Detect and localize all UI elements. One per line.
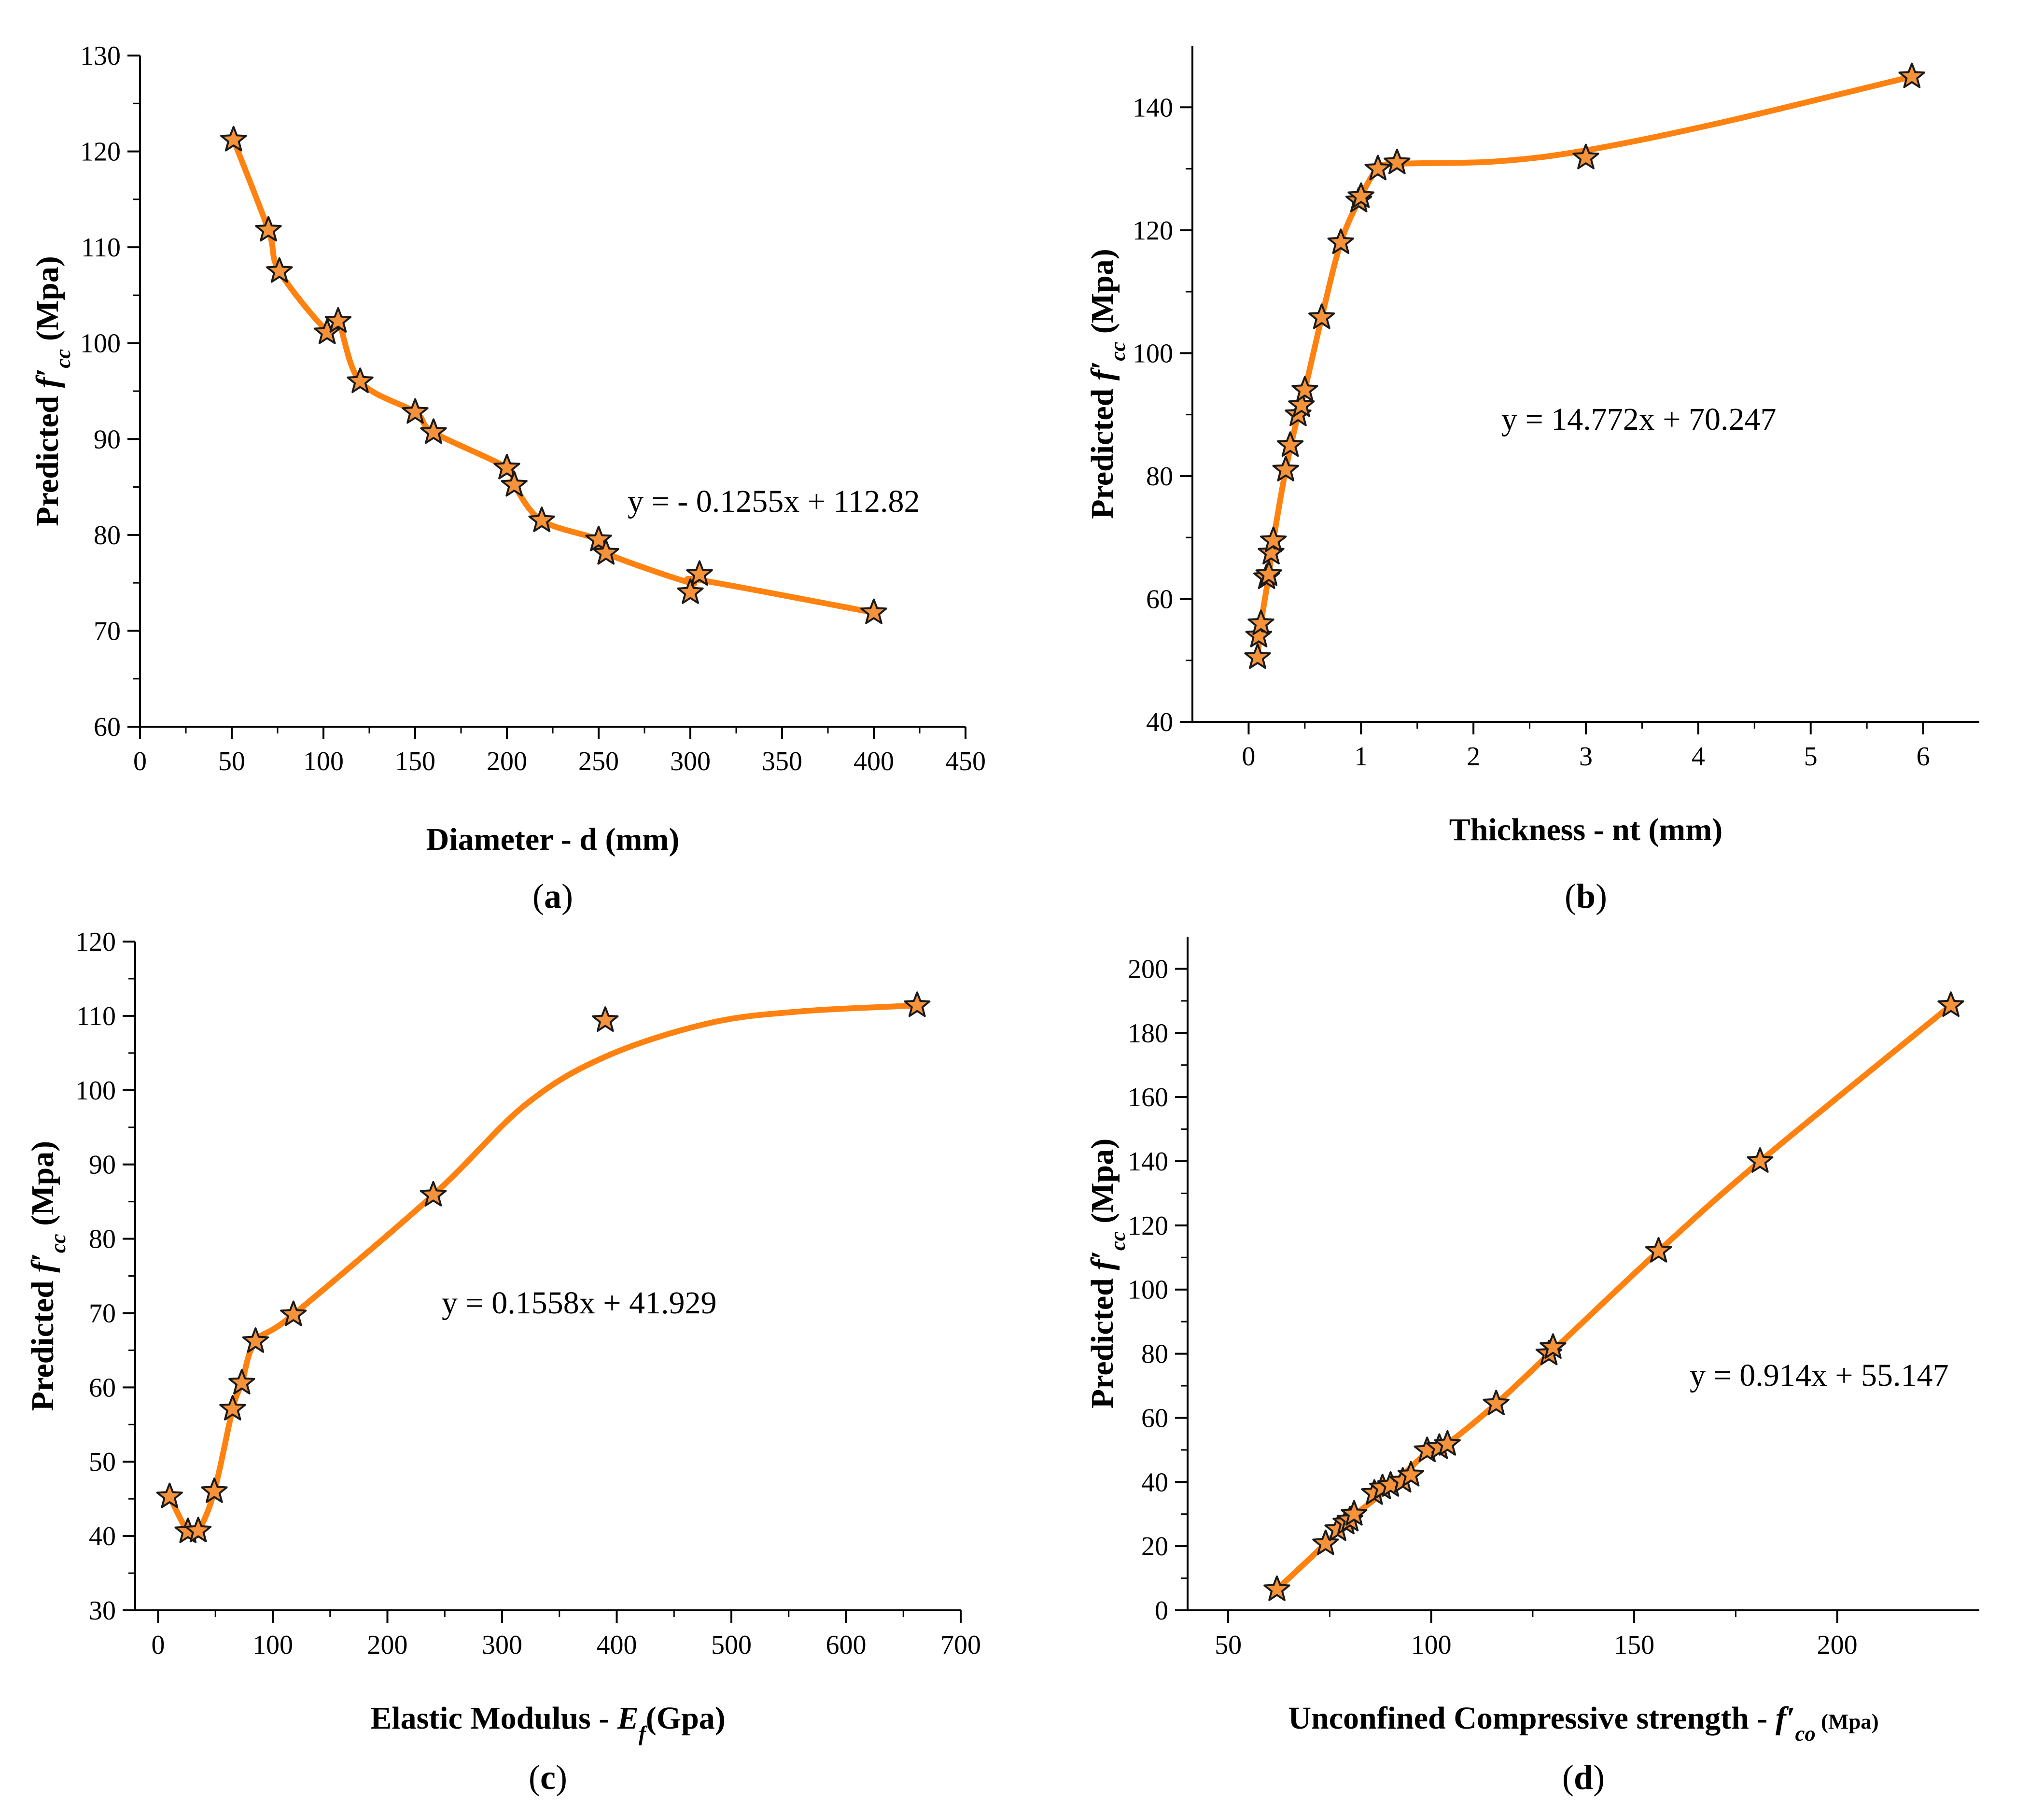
y-tick-label: 90 [89, 1150, 116, 1180]
trend-equation: y = 14.772x + 70.247 [1501, 402, 1776, 437]
y-tick-label: 110 [76, 1001, 116, 1031]
panel-label: (c) [529, 1758, 567, 1797]
x-tick-label: 200 [367, 1630, 408, 1660]
y-tick-label: 60 [1141, 1403, 1168, 1433]
y-tick-label: 160 [1128, 1083, 1168, 1112]
y-tick-label: 120 [75, 927, 116, 957]
x-tick-label: 0 [1242, 742, 1255, 772]
x-axis-label: Diameter - d (mm) [426, 822, 680, 857]
x-tick-label: 300 [670, 746, 711, 776]
y-tick-label: 90 [94, 424, 121, 454]
y-tick-label: 100 [75, 1076, 116, 1106]
x-tick-label: 100 [1411, 1630, 1452, 1660]
x-tick-label: 450 [945, 746, 986, 776]
x-tick-label: 200 [1817, 1630, 1858, 1660]
y-tick-label: 80 [1141, 1339, 1168, 1369]
x-tick-label: 50 [1215, 1630, 1242, 1660]
panel-label: (a) [532, 877, 573, 915]
x-tick-label: 400 [854, 746, 894, 776]
x-tick-label: 1 [1354, 742, 1368, 772]
y-tick-label: 120 [1128, 1211, 1168, 1241]
x-tick-label: 600 [826, 1630, 867, 1660]
x-tick-label: 150 [395, 746, 435, 776]
x-tick-label: 50 [218, 746, 245, 776]
y-tick-label: 50 [89, 1447, 116, 1477]
y-tick-label: 130 [80, 41, 121, 71]
y-tick-label: 0 [1155, 1596, 1168, 1626]
x-tick-label: 250 [578, 746, 619, 776]
y-tick-label: 80 [94, 521, 121, 550]
x-tick-label: 100 [303, 746, 344, 776]
x-tick-label: 6 [1917, 742, 1930, 772]
y-tick-label: 100 [1133, 338, 1173, 368]
y-tick-label: 60 [89, 1373, 116, 1403]
x-tick-label: 500 [711, 1630, 752, 1660]
y-tick-label: 40 [1141, 1467, 1168, 1497]
y-tick-label: 120 [1133, 216, 1173, 246]
y-tick-label: 100 [80, 329, 121, 359]
trend-equation: y = 0.914x + 55.147 [1690, 1358, 1948, 1393]
y-tick-label: 70 [89, 1298, 116, 1328]
x-tick-label: 100 [252, 1630, 293, 1660]
x-tick-label: 150 [1614, 1630, 1654, 1660]
y-tick-label: 140 [1128, 1147, 1168, 1177]
x-tick-label: 4 [1692, 742, 1705, 772]
panel-label: (d) [1562, 1758, 1605, 1797]
x-tick-label: 5 [1804, 742, 1818, 772]
x-tick-label: 0 [133, 746, 147, 776]
y-tick-label: 180 [1128, 1018, 1168, 1048]
y-tick-label: 70 [94, 616, 121, 646]
y-tick-label: 200 [1128, 954, 1168, 984]
y-tick-label: 80 [89, 1225, 116, 1254]
y-tick-label: 20 [1141, 1532, 1168, 1562]
y-tick-label: 100 [1128, 1275, 1168, 1305]
x-tick-label: 0 [152, 1630, 165, 1660]
y-tick-label: 60 [94, 712, 121, 742]
y-tick-label: 140 [1133, 93, 1173, 123]
x-tick-label: 400 [597, 1630, 637, 1660]
y-tick-label: 120 [80, 137, 121, 167]
figure-canvas: 0 50 100 150 200 250 300 350 400 4506070809010011… [0, 0, 2044, 1802]
trend-equation: y = 0.1558x + 41.929 [442, 1285, 716, 1321]
panel-label: (b) [1565, 877, 1607, 915]
x-tick-label: 300 [482, 1630, 522, 1660]
y-tick-label: 110 [81, 233, 121, 263]
y-tick-label: 60 [1146, 584, 1173, 614]
y-tick-label: 80 [1146, 462, 1173, 492]
x-tick-label: 3 [1579, 742, 1593, 772]
y-tick-label: 40 [1146, 707, 1173, 737]
x-tick-label: 700 [940, 1630, 981, 1660]
x-tick-label: 2 [1467, 742, 1480, 772]
x-tick-label: 200 [487, 746, 527, 776]
x-tick-label: 350 [762, 746, 802, 776]
y-tick-label: 30 [89, 1596, 116, 1626]
x-axis-label: Thickness - nt (mm) [1449, 812, 1723, 847]
trend-equation: y = - 0.1255x + 112.82 [628, 484, 920, 519]
y-tick-label: 40 [89, 1521, 116, 1551]
